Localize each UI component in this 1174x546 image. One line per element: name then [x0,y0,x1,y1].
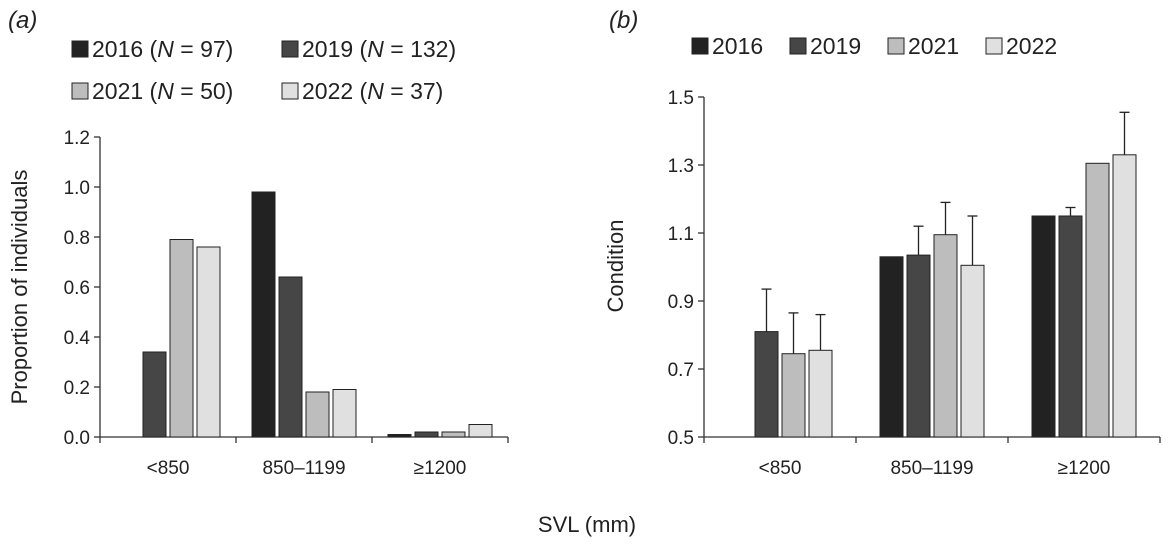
panel-b-legend-swatch-2022 [985,37,1003,55]
panel-b-x-tick-label: 850–1199 [890,458,973,479]
panel-a-x-tick-label: <850 [147,458,190,479]
panel-a-bar-2019 [414,431,439,438]
panel-a-plot: 0.0 0.2 0.4 0.6 0.8 1.0 1.2 <850 850–1199 ≥1200 [64,128,509,479]
panel-b-y-tick-label: 1.1 [668,224,694,245]
panel-a-x-tick-label: 850–1199 [262,458,345,479]
shared-x-axis-label: SVL (mm) [538,512,636,537]
panel-a-y-tick-label: 0.0 [64,428,90,449]
panel-a-bar-2022 [332,389,357,438]
panel-b-legend-swatch-2019 [789,37,807,55]
panel-b-y-axis-label: Condition [603,220,628,313]
panel-b-bar-2016 [879,256,904,438]
panel-a-legend-label-2016: 2016 (N = 97) [92,36,233,62]
panel-a-y-tick-label: 0.6 [64,278,90,299]
panel-b-label: (b) [609,7,638,34]
panel-b-y-tick-label: 0.7 [668,360,694,381]
panel-b-y-tick-label: 0.5 [668,428,694,449]
panel-a-legend-swatch-2022 [281,82,299,100]
panel-b-legend-swatch-2016 [691,37,709,55]
panel-b-legend-label-2016: 2016 [712,33,763,59]
panel-a-legend-label-2021: 2021 (N = 50) [92,78,233,104]
panel-a-bar-2016 [251,191,276,438]
panel-a-legend-label-2022: 2022 (N = 37) [302,78,443,104]
panel-b-legend: 2016 2019 2021 2022 [691,33,1057,59]
panel-b-bar-2021 [781,353,806,438]
panel-a-label: (a) [8,7,37,34]
panel-b-bar-2021 [933,234,958,438]
panel-a-bar-2022 [468,424,493,438]
panel-b-legend-label-2021: 2021 [908,33,959,59]
panel-a-y-tick-label: 1.0 [64,178,90,199]
panel-b-bar-2021 [1085,162,1110,438]
panel-a-bar-2019 [278,276,303,438]
panel-a-bar-2021 [305,391,330,438]
panel-a-y-tick-label: 1.2 [64,128,90,149]
panel-b-bar-2019 [906,254,931,438]
panel-a-legend: 2016 (N = 97) 2019 (N = 132) 2021 (N = 50)… [71,36,456,104]
panel-b-y-tick-label: 0.9 [668,292,694,313]
panel-b-bar-2016 [1031,215,1056,438]
panel-b-legend-label-2022: 2022 [1006,33,1057,59]
panel-b-legend-swatch-2021 [887,37,905,55]
panel-a-bar-2021 [169,239,194,438]
panel-b-bar-2022 [1112,154,1137,438]
panel-a: (a) 2016 (N = 97) 2019 (N = 132) 2021 (N =… [7,7,509,479]
panel-b-y-tick-label: 1.3 [668,156,694,177]
panel-a-legend-swatch-2019 [281,40,299,58]
panel-b-x-tick-label: <850 [759,458,802,479]
panel-b-bar-2022 [808,349,833,438]
panel-a-legend-label-2019: 2019 (N = 132) [302,36,456,62]
panel-b-plot: 0.5 0.7 0.9 1.1 1.3 1.5 <850 850–1199 ≥1200 [668,88,1161,479]
panel-b-bar-2019 [754,331,779,438]
panel-a-y-tick-label: 0.8 [64,228,90,249]
panel-b-y-tick-label: 1.5 [668,88,694,109]
panel-a-bar-2016 [387,434,412,438]
panel-b-bar-2019 [1058,215,1083,438]
panel-a-legend-swatch-2016 [71,40,89,58]
panel-b: (b) 2016 2019 2021 2022 Condition 0.5 0.7 0.9… [603,7,1161,479]
panel-b-legend-label-2019: 2019 [810,33,861,59]
panel-b-x-tick-label: ≥1200 [1058,458,1111,479]
panel-b-bar-2022 [960,264,985,438]
panel-a-bar-2022 [196,246,221,438]
panel-a-bar-2019 [142,351,167,438]
panel-a-x-tick-label: ≥1200 [414,458,467,479]
panel-a-bar-2021 [441,431,466,438]
panel-a-y-tick-label: 0.2 [64,378,90,399]
panel-a-y-tick-label: 0.4 [64,328,91,349]
panel-a-legend-swatch-2021 [71,82,89,100]
panel-a-y-axis-label: Proportion of individuals [7,170,32,405]
